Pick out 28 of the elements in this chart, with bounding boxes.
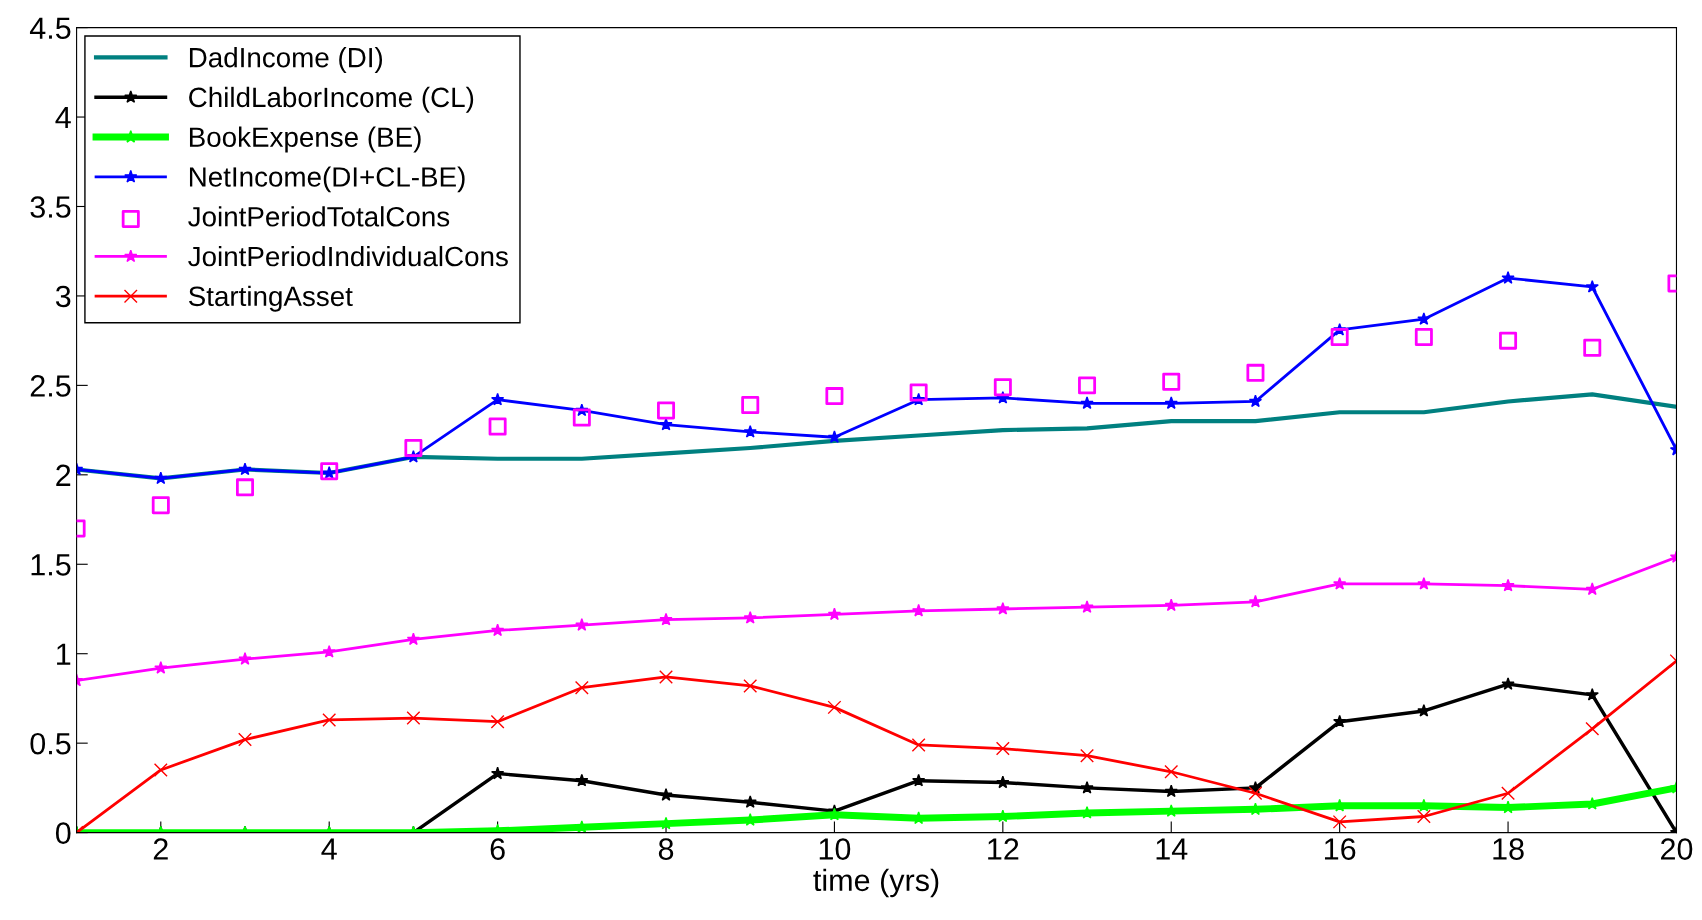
legend-label: BookExpense (BE)	[189, 126, 421, 153]
legend-label: JointPeriodIndividualCons	[188, 245, 508, 267]
y-tick-label: 1	[57, 643, 71, 665]
x-tick-label: 10	[819, 838, 851, 860]
x-tick-label: 4	[321, 838, 337, 860]
y-tick-label: 1.5	[31, 554, 71, 576]
y-tick-label: 0.5	[30, 732, 71, 755]
x-tick-label: 20	[1661, 838, 1693, 860]
y-tick-label: 4	[55, 107, 71, 129]
x-tick-label: 2	[153, 838, 168, 860]
x-tick-label: 12	[988, 838, 1019, 860]
x-tick-label: 14	[1156, 838, 1188, 860]
y-tick-label: 3.5	[30, 196, 71, 218]
legend-label: NetIncome(DI+CL-BE)	[189, 166, 465, 193]
y-tick-label: 2.5	[30, 375, 71, 397]
x-tick-label: 8	[658, 838, 674, 860]
y-tick-label: 2	[56, 464, 71, 486]
y-tick-label: 0	[55, 822, 71, 844]
legend-label: StartingAsset	[188, 285, 353, 312]
legend-label: DadIncome (DI)	[189, 47, 383, 73]
y-tick-label: 4.5	[29, 17, 71, 39]
x-tick-label: 18	[1493, 838, 1524, 860]
x-axis-title: time (yrs)	[813, 868, 939, 898]
legend-label: ChildLaborIncome (CL)	[189, 86, 474, 113]
x-tick-label: 6	[490, 838, 505, 860]
legend-label: JointPeriodTotalCons	[188, 206, 450, 227]
x-tick-label: 16	[1324, 838, 1356, 860]
y-tick-label: 3	[55, 285, 71, 308]
